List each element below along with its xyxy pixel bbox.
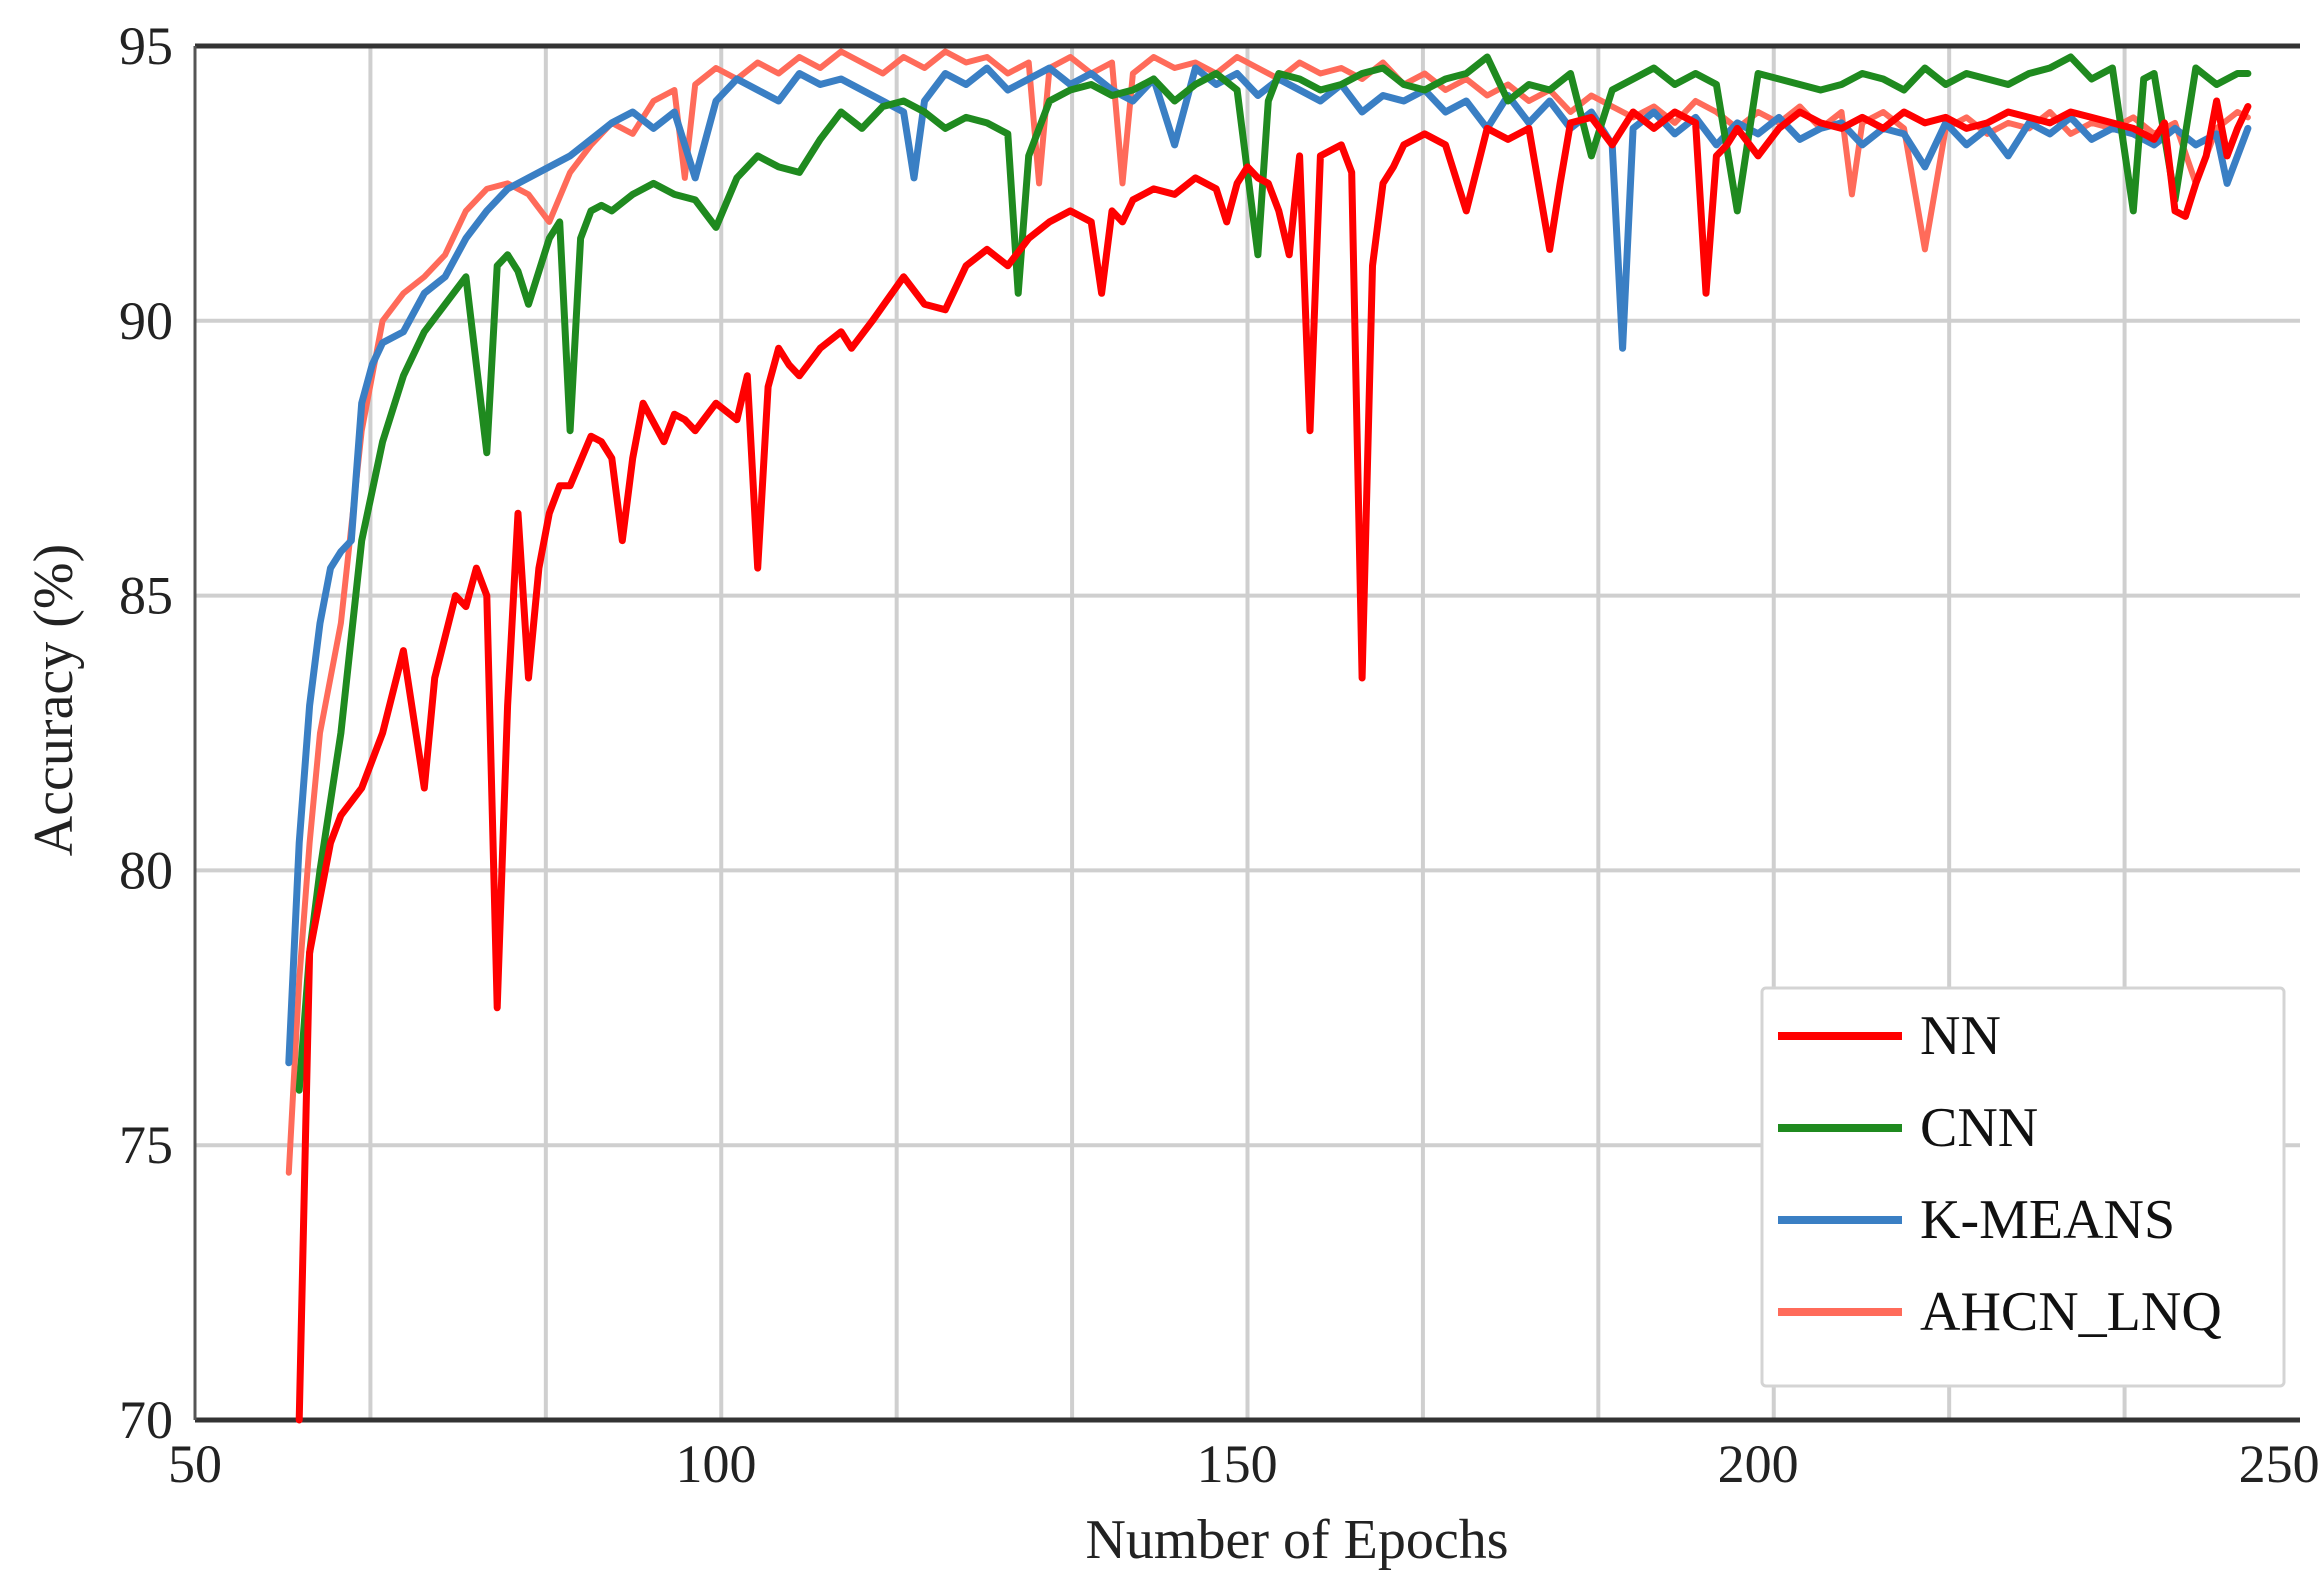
x-tick-label: 150	[1197, 1434, 1278, 1494]
x-axis-title: Number of Epochs	[1085, 1509, 1508, 1571]
legend-label: CNN	[1920, 1097, 2038, 1159]
legend-label: AHCN_LNQ	[1920, 1281, 2222, 1343]
series-lines	[285, 48, 2252, 1424]
legend-box	[1760, 986, 2286, 1388]
y-tick-label: 75	[119, 1115, 173, 1175]
y-tick-label: 80	[119, 840, 173, 900]
axes	[193, 43, 2300, 1423]
y-tick-label: 95	[119, 16, 173, 76]
series-line-nn	[295, 97, 2252, 1424]
series-line-cnn	[295, 53, 2252, 1094]
tick-labels: 50 100 150 200 250 70 75 80 85 90 95	[119, 16, 2319, 1494]
x-tick-label: 50	[168, 1434, 222, 1494]
y-axis-title: Accuracy (%)	[23, 544, 85, 856]
x-tick-label: 250	[2239, 1434, 2319, 1494]
legend-label: NN	[1920, 1005, 2001, 1067]
legend-label: K-MEANS	[1920, 1189, 2175, 1251]
y-tick-label: 90	[119, 291, 173, 351]
legend: NN CNN K-MEANS AHCN_LNQ	[1760, 986, 2286, 1388]
x-tick-label: 200	[1718, 1434, 1799, 1494]
series-line-k-means	[285, 64, 2252, 1067]
y-tick-label: 70	[119, 1390, 173, 1450]
x-tick-label: 100	[676, 1434, 757, 1494]
y-tick-label: 85	[119, 566, 173, 626]
